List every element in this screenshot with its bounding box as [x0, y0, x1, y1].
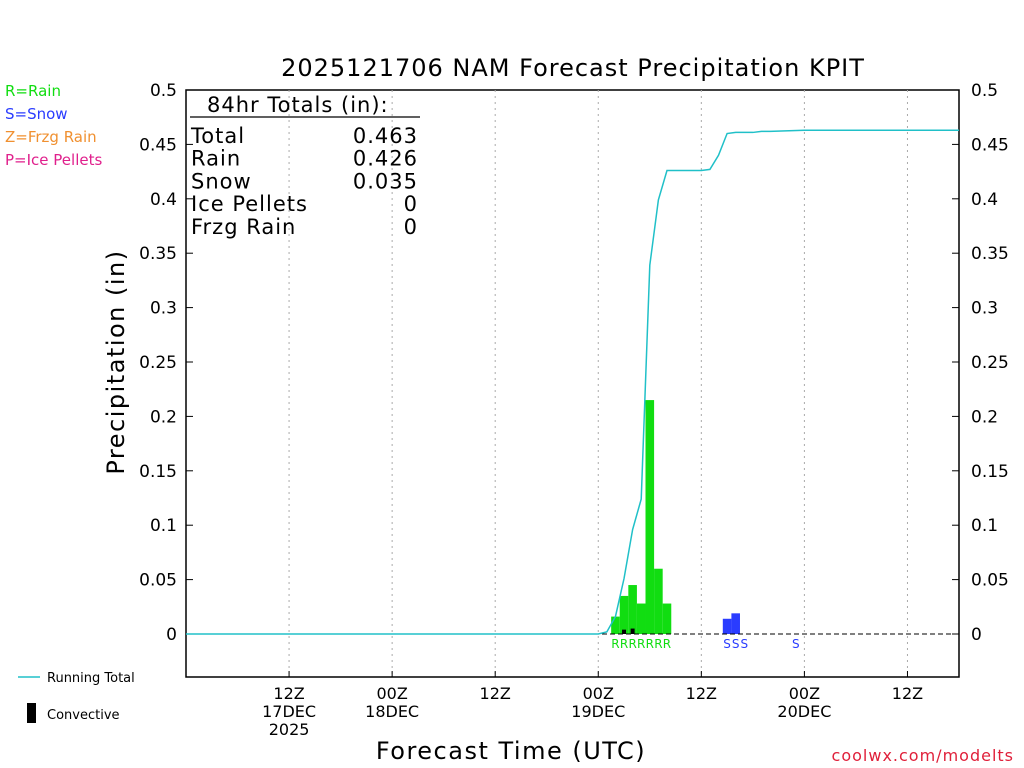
type-marker: R — [620, 637, 628, 651]
y-tick-label-left: 0.3 — [150, 299, 177, 319]
legend-type-2: Z=Frzg Rain — [5, 128, 97, 146]
snow-bar — [722, 618, 732, 634]
totals-label: Rain — [191, 147, 241, 171]
y-tick-label-left: 0.45 — [139, 135, 177, 155]
x-tick-label: 2025 — [269, 720, 310, 739]
legend-type-1: S=Snow — [5, 105, 68, 123]
x-tick-label: 00Z — [789, 684, 820, 703]
y-tick-label-right: 0 — [971, 625, 982, 645]
y-tick-label-left: 0.05 — [139, 571, 177, 591]
totals-value: 0 — [404, 215, 418, 239]
convective-legend-swatch — [27, 703, 36, 723]
x-tick-label: 12Z — [480, 684, 511, 703]
rain-bar — [611, 616, 620, 634]
type-marker: S — [740, 637, 748, 651]
convective-legend-label: Convective — [47, 708, 120, 723]
plot-frame — [185, 89, 960, 678]
y-tick-label-left: 0.5 — [150, 81, 177, 101]
type-marker: R — [654, 637, 662, 651]
x-tick-label: 17DEC — [262, 702, 316, 721]
x-tick-label: 20DEC — [777, 702, 831, 721]
y-tick-label-right: 0.4 — [971, 190, 998, 210]
type-marker: S — [732, 637, 740, 651]
rain-bar — [619, 595, 629, 634]
y-tick-label-left: 0.2 — [150, 407, 177, 427]
totals-value: 0.035 — [353, 169, 418, 193]
x-tick-label: 12Z — [686, 684, 717, 703]
rain-bar — [645, 400, 655, 634]
y-axis-right: 0 0.05 0.1 0.15 0.2 0.25 0.3 0.35 0.4 0.45 0.5 — [952, 81, 1009, 645]
rain-bar — [628, 585, 637, 634]
rain-bar — [654, 568, 663, 634]
type-marker: S — [723, 637, 731, 651]
y-tick-label-left: 0 — [166, 625, 177, 645]
totals-box: 84hr Totals (in): Total 0.463 Rain 0.426 Sno… — [190, 93, 420, 239]
y-tick-label-left: 0.25 — [139, 353, 177, 373]
y-tick-label-left: 0.4 — [150, 190, 177, 210]
precip-type-legend: R=Rain S=Snow Z=Frzg Rain P=Ice Pellets — [5, 82, 102, 169]
credit-text: coolwx.com/modelts — [832, 746, 1014, 765]
snow-bar — [731, 613, 740, 634]
totals-label: Total — [190, 124, 245, 148]
type-marker: S — [792, 637, 800, 651]
legend-type-3: P=Ice Pellets — [5, 151, 102, 169]
x-axis-title: Forecast Time (UTC) — [376, 737, 646, 765]
time-gridlines — [288, 90, 908, 677]
legend-type-0: R=Rain — [5, 82, 61, 100]
totals-label: Frzg Rain — [191, 215, 296, 239]
convective-bar — [630, 628, 635, 634]
y-axis-title: Precipitation (in) — [102, 249, 130, 474]
x-tick-label: 19DEC — [571, 702, 625, 721]
chart-title: 2025121706 NAM Forecast Precipitation KP… — [281, 54, 865, 82]
y-tick-label-left: 0.1 — [150, 516, 177, 536]
x-tick-label: 12Z — [892, 684, 923, 703]
x-tick-label: 00Z — [376, 684, 407, 703]
totals-header: 84hr Totals (in): — [207, 93, 389, 117]
precip-bars — [611, 400, 740, 634]
y-tick-label-right: 0.45 — [971, 135, 1009, 155]
y-tick-label-right: 0.25 — [971, 353, 1009, 373]
totals-label: Ice Pellets — [191, 192, 308, 216]
x-tick-label: 18DEC — [365, 702, 419, 721]
y-tick-label-right: 0.5 — [971, 81, 998, 101]
totals-value: 0 — [404, 192, 418, 216]
running-total-legend-label: Running Total — [47, 671, 135, 686]
type-marker: R — [637, 637, 645, 651]
totals-label: Snow — [191, 169, 252, 193]
type-marker: R — [663, 637, 671, 651]
x-tick-label: 12Z — [273, 684, 304, 703]
totals-value: 0.426 — [353, 147, 418, 171]
y-tick-label-left: 0.15 — [139, 462, 177, 482]
x-tick-label: 00Z — [583, 684, 614, 703]
type-marker: R — [611, 637, 619, 651]
type-marker: R — [646, 637, 654, 651]
y-tick-label-right: 0.35 — [971, 244, 1009, 264]
y-tick-label-right: 0.2 — [971, 407, 998, 427]
y-axis-left: 0 0.05 0.1 0.15 0.2 0.25 0.3 0.35 0.4 0.45 0.5 — [139, 81, 193, 645]
rain-bar — [636, 603, 646, 634]
running-total-line — [186, 129, 959, 635]
y-tick-label-right: 0.05 — [971, 571, 1009, 591]
totals-value: 0.463 — [353, 124, 418, 148]
convective-bar — [622, 629, 627, 634]
rain-bar — [662, 603, 672, 634]
y-tick-label-right: 0.15 — [971, 462, 1009, 482]
y-tick-label-right: 0.3 — [971, 299, 998, 319]
y-tick-label-right: 0.1 — [971, 516, 998, 536]
type-marker: R — [628, 637, 636, 651]
y-tick-label-left: 0.35 — [139, 244, 177, 264]
